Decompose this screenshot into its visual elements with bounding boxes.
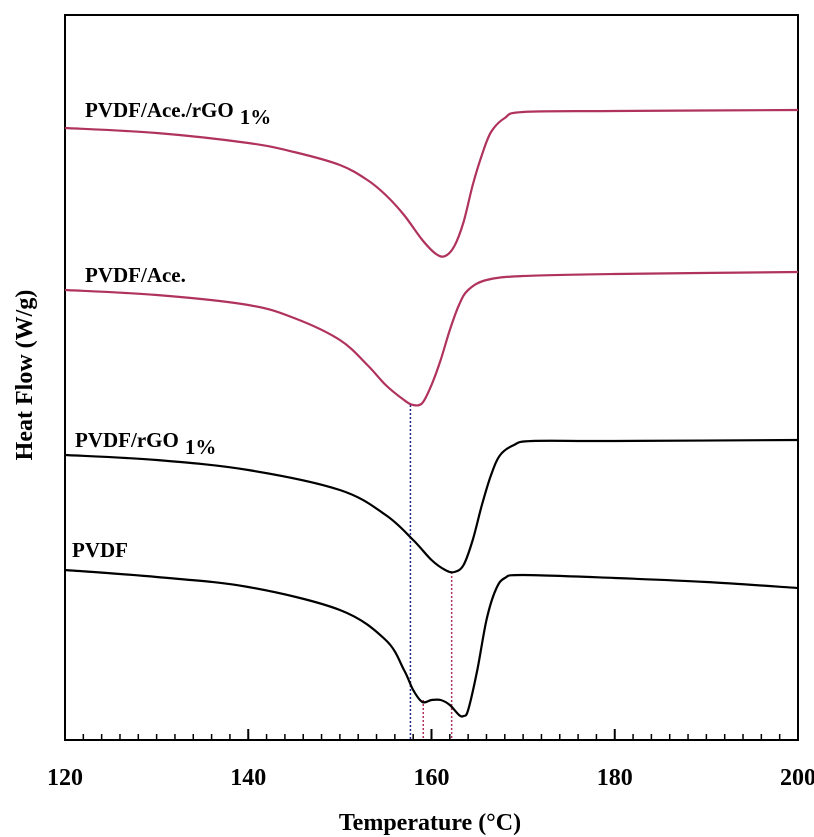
series-label: PVDF — [72, 538, 128, 562]
plot-frame — [65, 15, 798, 740]
x-tick-label: 160 — [414, 765, 450, 791]
chart: Temperature (°C) Heat Flow (W/g) 120 140 1… — [0, 0, 814, 837]
series-name: PVDF — [72, 538, 128, 562]
series-name: PVDF/rGO — [75, 428, 179, 452]
x-axis-label: Temperature (°C) — [339, 810, 521, 836]
x-tick-label: 120 — [47, 765, 83, 791]
series-line — [65, 570, 798, 717]
series-line — [65, 440, 798, 572]
x-tick-label: 200 — [780, 765, 814, 791]
y-axis-label: Heat Flow (W/g) — [12, 290, 38, 461]
series-name: PVDF/Ace./rGO — [85, 98, 234, 122]
series-name-sub: 1% — [185, 435, 217, 459]
x-tick-label: 140 — [230, 765, 266, 791]
series-label: PVDF/Ace. — [85, 263, 186, 287]
series-line — [65, 272, 798, 405]
series-name: PVDF/Ace. — [85, 263, 186, 287]
x-tick-label: 180 — [597, 765, 633, 791]
series-line — [65, 110, 798, 257]
series-name-sub: 1% — [240, 105, 272, 129]
